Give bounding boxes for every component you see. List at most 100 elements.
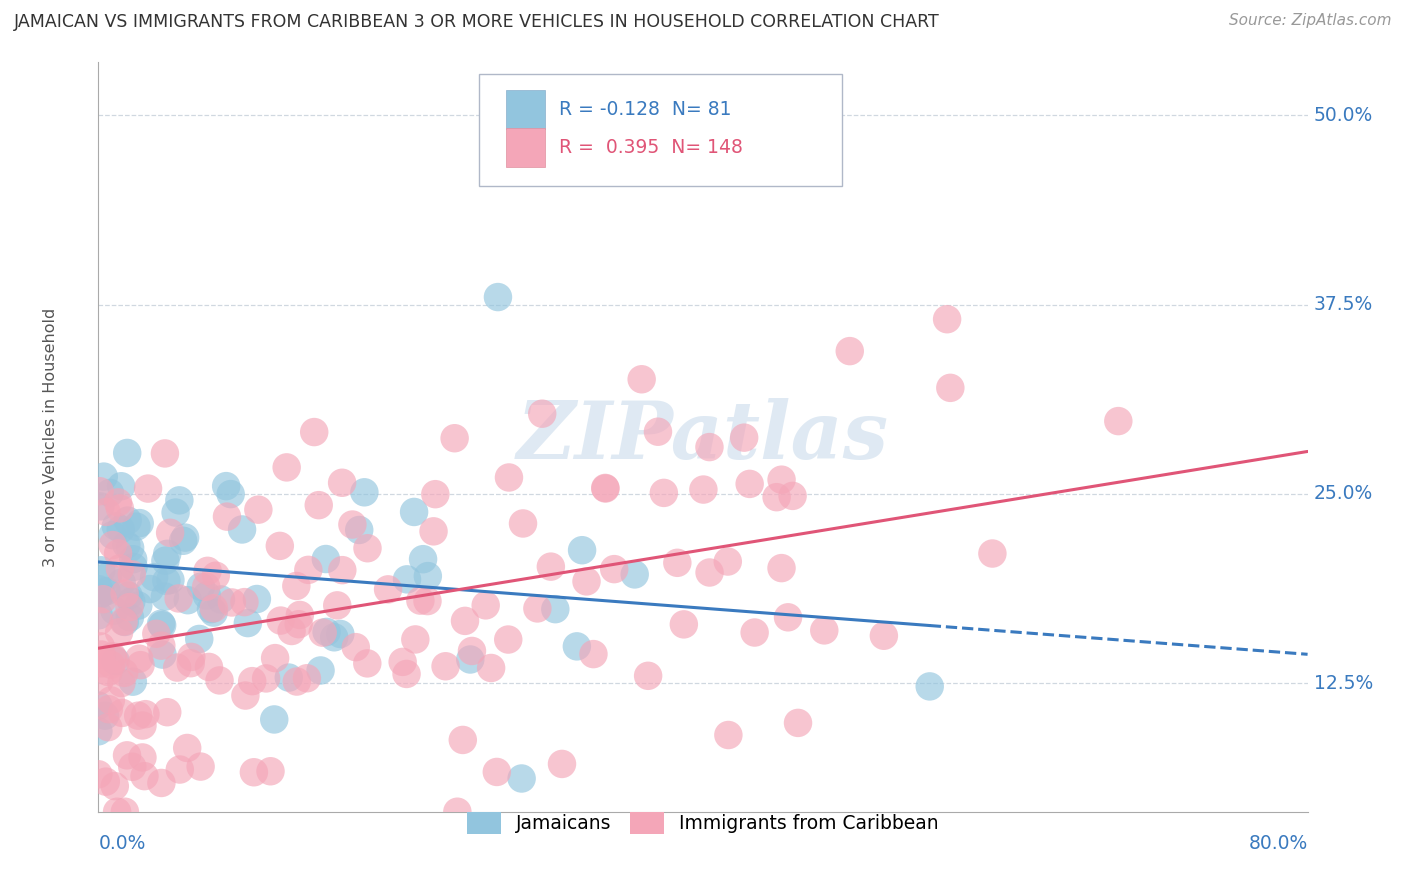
Point [131, 718, 153, 732]
Point [395, 667, 418, 681]
Point [269, 539, 291, 553]
Point [118, 600, 141, 615]
FancyBboxPatch shape [506, 90, 544, 129]
Point [458, 652, 481, 666]
Point [311, 625, 333, 640]
Point [485, 764, 508, 779]
Point [177, 593, 200, 607]
Point [981, 547, 1004, 561]
Point [412, 552, 434, 566]
Point [195, 589, 218, 603]
Point [259, 764, 281, 779]
Point [96, 584, 118, 599]
Point [582, 647, 605, 661]
Point [108, 561, 131, 575]
Text: 12.5%: 12.5% [1313, 673, 1372, 692]
Point [114, 805, 136, 819]
Point [235, 689, 257, 703]
Point [733, 431, 755, 445]
Point [479, 661, 502, 675]
Point [603, 562, 626, 576]
Point [87, 582, 110, 597]
Point [215, 479, 238, 493]
Point [90, 640, 112, 654]
Point [233, 595, 256, 609]
Point [150, 776, 173, 790]
Point [425, 487, 447, 501]
FancyBboxPatch shape [506, 128, 544, 167]
Point [190, 759, 212, 773]
Point [699, 440, 721, 454]
Point [254, 672, 277, 686]
Point [139, 582, 162, 596]
Point [356, 541, 378, 556]
Point [699, 566, 721, 580]
Point [143, 570, 166, 584]
Point [89, 484, 111, 499]
Point [461, 644, 484, 658]
Point [288, 607, 311, 622]
Point [219, 487, 242, 501]
Point [101, 528, 124, 542]
Point [630, 372, 652, 386]
Point [97, 569, 120, 583]
Point [129, 658, 152, 673]
Point [110, 479, 132, 493]
Point [150, 618, 173, 632]
Point [813, 624, 835, 638]
Point [105, 805, 128, 819]
Point [498, 470, 520, 484]
Point [117, 514, 139, 528]
Point [236, 616, 259, 631]
Point [540, 559, 562, 574]
Point [595, 482, 617, 496]
Point [121, 760, 143, 774]
Text: 3 or more Vehicles in Household: 3 or more Vehicles in Household [42, 308, 58, 566]
Point [150, 616, 173, 631]
Point [787, 715, 810, 730]
Point [122, 560, 145, 574]
Point [94, 774, 117, 789]
Point [169, 493, 191, 508]
Point [302, 425, 325, 439]
Point [153, 446, 176, 460]
Point [416, 594, 439, 608]
Point [404, 505, 426, 519]
Point [200, 602, 222, 616]
Point [156, 547, 179, 561]
Point [1107, 414, 1129, 428]
Point [377, 582, 399, 597]
Point [125, 519, 148, 533]
Point [446, 805, 468, 819]
Point [231, 523, 253, 537]
Point [692, 483, 714, 497]
Point [128, 651, 150, 665]
Point [110, 522, 132, 536]
Point [637, 669, 659, 683]
Point [98, 486, 121, 500]
Point [104, 654, 127, 668]
Point [176, 741, 198, 756]
Point [90, 563, 112, 577]
Point [496, 632, 519, 647]
Point [87, 724, 110, 739]
Point [738, 476, 761, 491]
Point [121, 567, 143, 582]
Point [416, 569, 439, 583]
Point [114, 587, 136, 601]
Point [344, 640, 367, 655]
Point [108, 625, 131, 640]
Point [97, 720, 120, 734]
Point [510, 772, 533, 786]
Point [744, 625, 766, 640]
Point [873, 629, 896, 643]
Point [454, 614, 477, 628]
Point [308, 498, 330, 512]
Point [202, 606, 225, 620]
Text: ZIPatlas: ZIPatlas [517, 399, 889, 475]
Point [770, 561, 793, 575]
Point [127, 708, 149, 723]
Point [652, 486, 675, 500]
Point [246, 592, 269, 607]
Point [309, 664, 332, 678]
